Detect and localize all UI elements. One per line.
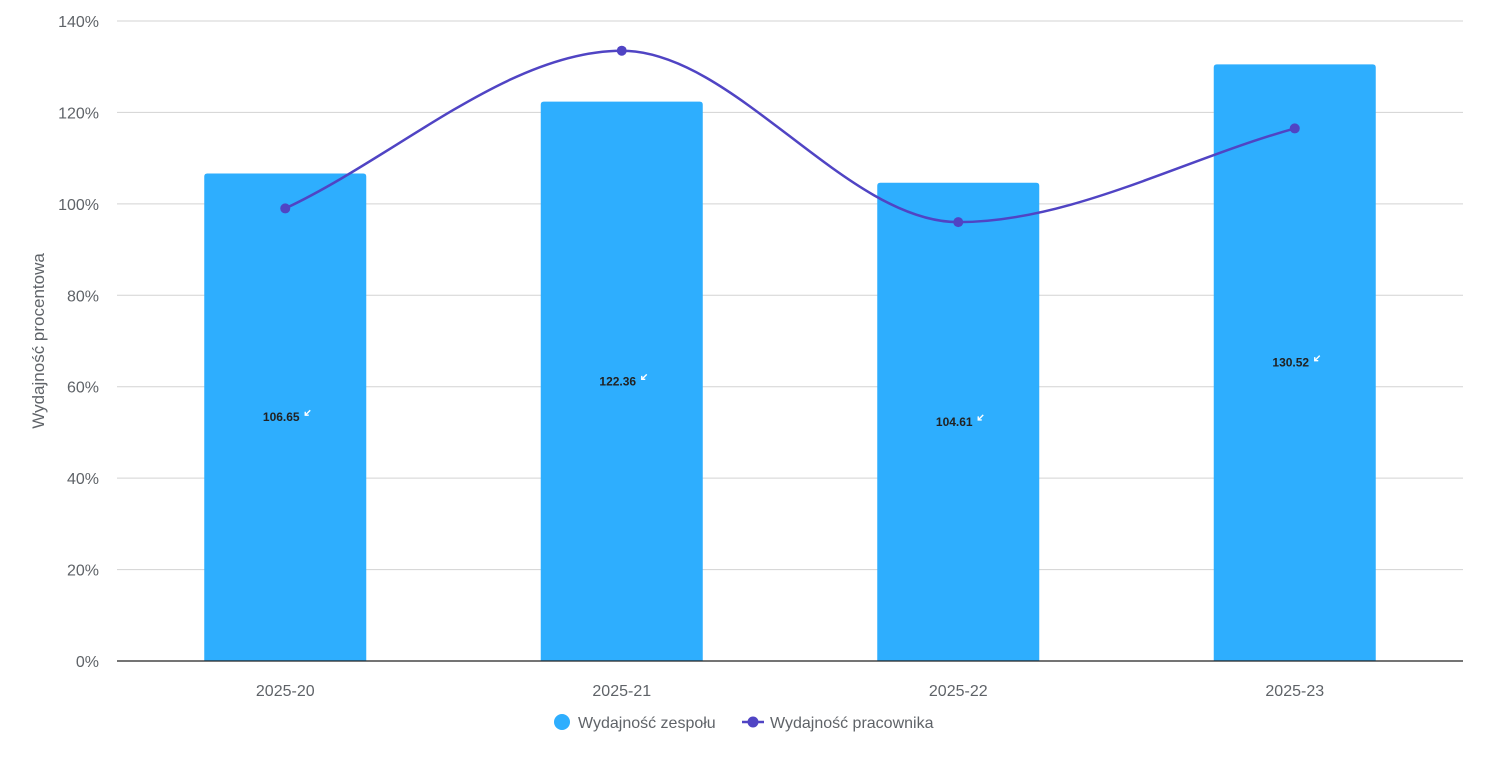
expand-arrow-icon <box>304 409 311 416</box>
y-tick-label: 0% <box>76 654 99 671</box>
axes: 0% 20% 40% 60% 80% 100% 120% 140% 2025-20 2025-21… <box>58 14 1463 700</box>
bar[interactable] <box>877 182 1040 662</box>
line-series <box>280 45 1300 228</box>
bar-data-label: 130.52 <box>1272 356 1309 370</box>
bar-data-label: 104.61 <box>936 415 973 429</box>
legend-item-line[interactable]: Wydajność pracownika <box>770 715 934 732</box>
bar[interactable] <box>204 173 367 661</box>
y-tick-label: 140% <box>58 14 99 31</box>
x-tick-label: 2025-21 <box>592 683 651 700</box>
legend-item-bar[interactable]: Wydajność zespołu <box>578 715 716 732</box>
expand-arrow-icon <box>1314 355 1321 362</box>
y-tick-label: 80% <box>67 288 99 305</box>
expand-arrow-icon <box>641 373 648 381</box>
y-tick-label: 100% <box>58 197 99 214</box>
line-point[interactable] <box>1289 123 1300 134</box>
line-point[interactable] <box>280 203 291 214</box>
bar-data-label: 106.65 <box>263 410 300 424</box>
line-point[interactable] <box>953 217 964 228</box>
x-tick-label: 2025-20 <box>256 683 315 700</box>
legend: Wydajność zespołu Wydajność pracownika <box>554 714 934 732</box>
y-axis-title: Wydajność procentowa <box>29 253 48 429</box>
y-tick-label: 60% <box>67 380 99 397</box>
x-tick-label: 2025-22 <box>929 683 988 700</box>
legend-bar-swatch <box>554 714 570 730</box>
data-labels: 106.65 122.36 104.61 130.52 <box>263 355 1321 429</box>
line-point[interactable] <box>616 45 627 56</box>
y-tick-label: 120% <box>58 105 99 122</box>
legend-line-marker <box>747 716 759 728</box>
y-tick-label: 20% <box>67 563 99 580</box>
line-series-path <box>284 49 1296 224</box>
bar[interactable] <box>540 101 703 661</box>
expand-arrow-icon <box>977 414 984 421</box>
bars <box>204 64 1376 662</box>
bar-data-label: 122.36 <box>599 374 636 388</box>
x-tick-label: 2025-23 <box>1265 683 1324 700</box>
y-tick-label: 40% <box>67 471 99 488</box>
bar[interactable] <box>1213 64 1376 661</box>
